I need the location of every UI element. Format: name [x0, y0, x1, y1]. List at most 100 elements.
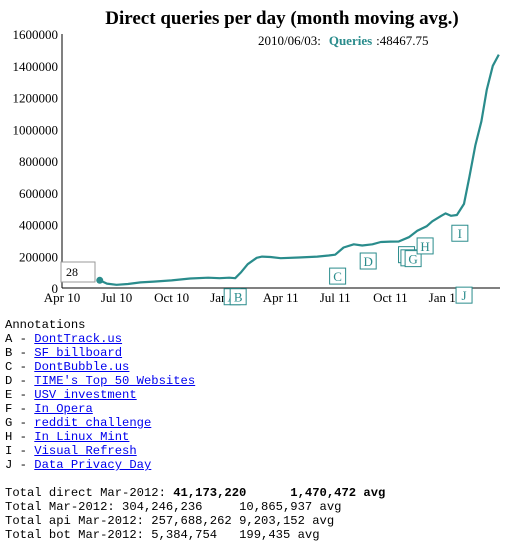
total-bot-row: Total bot Mar-2012: 5,384,754 199,435 av… [5, 528, 385, 542]
annotation-marker-j[interactable]: J [455, 286, 473, 304]
x-tick-label: Jul 11 [320, 290, 351, 305]
annotation-letter: A [5, 332, 13, 346]
annotation-marker-letter[interactable]: B [234, 290, 243, 305]
annotation-link-d[interactable]: TIME's Top 50 Websites [34, 374, 196, 388]
annotation-marker-box[interactable] [404, 250, 422, 268]
x-tick-label: Jan 12 [429, 290, 463, 305]
annotation-marker-box[interactable] [455, 286, 473, 304]
annotation-item-j: J - Data Privacy Day [5, 458, 152, 472]
annotation-letter: H [5, 430, 13, 444]
total-bot-label: Total bot Mar-2012: [5, 528, 144, 542]
annotation-link-c[interactable]: DontBubble.us [34, 360, 130, 374]
annotation-item-e: E - USV investment [5, 388, 137, 402]
readout-date: 2010/06/03: [258, 33, 321, 48]
annotation-marker-box[interactable] [359, 252, 377, 270]
annotation-letter: G [5, 416, 13, 430]
annotation-markers: ABCDEFGHIJ [223, 224, 473, 306]
y-tick-label: 400000 [19, 218, 58, 233]
annotations-list: A - DontTrack.us B - SF billboard C - Do… [5, 332, 385, 472]
annotation-item-a: A - DontTrack.us [5, 332, 123, 346]
y-tick-label: 1200000 [13, 91, 59, 106]
annotation-marker-d[interactable]: D [359, 252, 377, 270]
annotation-marker-box[interactable] [229, 288, 247, 306]
annotation-letter: E [5, 388, 13, 402]
annotation-marker-c[interactable]: C [329, 267, 347, 285]
queries-series-line [99, 54, 500, 286]
value-readout: 2010/06/03: Queries :48467.75 [258, 32, 429, 49]
annotation-marker-letter[interactable]: D [363, 254, 372, 269]
y-tick-labels: 1600000 1400000 1200000 1000000 800000 600000… [13, 27, 59, 296]
total-bot-avg: 199,435 avg [239, 528, 320, 542]
annotation-marker-box[interactable] [329, 267, 347, 285]
query-chart: Direct queries per day (month moving avg… [13, 8, 500, 306]
x-tick-label: Oct 11 [373, 290, 408, 305]
total-direct-value: 41,173,220 [173, 486, 247, 500]
annotation-link-h[interactable]: In Linux Mint [34, 430, 130, 444]
annotation-link-b[interactable]: SF billboard [34, 346, 123, 360]
annotation-link-f[interactable]: In Opera [34, 402, 93, 416]
annotation-marker-h[interactable]: H [416, 237, 434, 255]
y-tick-label: 600000 [19, 186, 58, 201]
annotation-item-d: D - TIME's Top 50 Websites [5, 374, 196, 388]
annotation-item-h: H - In Linux Mint [5, 430, 130, 444]
total-all-value: 304,246,236 [122, 500, 203, 514]
x-tick-label: Oct 10 [154, 290, 189, 305]
annotation-item-i: I - Visual Refresh [5, 444, 137, 458]
annotation-link-i[interactable]: Visual Refresh [34, 444, 137, 458]
annotation-letter: F [5, 402, 13, 416]
info-section: Annotations A - DontTrack.us B - SF bill… [5, 318, 385, 542]
annotation-item-f: F - In Opera [5, 402, 93, 416]
total-all-label: Total Mar-2012: [5, 500, 115, 514]
total-api-row: Total api Mar-2012: 257,688,262 9,203,15… [5, 514, 385, 528]
annotation-letter: J [5, 458, 13, 472]
y-tick-label: 1000000 [13, 122, 59, 137]
y-tick-label: 0 [52, 281, 59, 296]
chart-title: Direct queries per day (month moving avg… [105, 8, 458, 29]
total-api-value: 257,688,262 [151, 514, 232, 528]
annotation-link-g[interactable]: reddit challenge [34, 416, 152, 430]
readout-value: :48467.75 [376, 33, 428, 48]
annotation-marker-letter[interactable]: H [420, 239, 429, 254]
annotation-link-j[interactable]: Data Privacy Day [34, 458, 152, 472]
total-bot-value: 5,384,754 [151, 528, 218, 542]
annotation-letter: I [5, 444, 13, 458]
annotation-letter: D [5, 374, 13, 388]
highlight-point [96, 276, 104, 284]
total-all-row: Total Mar-2012: 304,246,236 10,865,937 a… [5, 500, 385, 514]
annotation-letter: B [5, 346, 13, 360]
x-tick-label: Apr 10 [44, 290, 80, 305]
annotation-item-g: G - reddit challenge [5, 416, 152, 430]
total-direct-label: Total direct Mar-2012: [5, 486, 166, 500]
total-direct-avg: 1,470,472 avg [290, 486, 386, 500]
annotations-heading: Annotations [5, 318, 86, 332]
annotation-marker-b[interactable]: B [229, 288, 247, 306]
annotation-marker-letter[interactable]: J [462, 288, 467, 303]
readout-series: Queries [329, 33, 372, 48]
annotation-letter: C [5, 360, 13, 374]
total-direct-row: Total direct Mar-2012: 41,173,220 1,470,… [5, 486, 385, 500]
annotation-link-a[interactable]: DontTrack.us [34, 332, 123, 346]
annotation-marker-box[interactable] [416, 237, 434, 255]
y-tick-label: 200000 [19, 249, 58, 264]
total-all-avg: 10,865,937 avg [239, 500, 342, 514]
annotation-marker-letter[interactable]: G [408, 252, 417, 267]
y-tick-label: 1600000 [13, 27, 59, 42]
annotation-marker-i[interactable]: I [451, 224, 469, 242]
total-api-label: Total api Mar-2012: [5, 514, 144, 528]
smoothing-period[interactable]: 28 [66, 265, 78, 279]
totals-table: Total direct Mar-2012: 41,173,220 1,470,… [5, 486, 385, 542]
smoothing-control[interactable]: 28 [60, 261, 96, 283]
smoothing-input-box[interactable] [60, 261, 96, 283]
total-api-avg: 9,203,152 avg [239, 514, 335, 528]
annotation-link-e[interactable]: USV investment [34, 388, 137, 402]
y-tick-label: 1400000 [13, 59, 59, 74]
annotation-marker-letter[interactable]: C [333, 269, 342, 284]
annotation-item-c: C - DontBubble.us [5, 360, 130, 374]
annotation-marker-box[interactable] [451, 224, 469, 242]
x-tick-label: Jul 10 [101, 290, 132, 305]
x-tick-label: Apr 11 [263, 290, 299, 305]
annotation-marker-g[interactable]: G [404, 250, 422, 268]
annotation-marker-letter[interactable]: I [458, 226, 462, 241]
annotation-item-b: B - SF billboard [5, 346, 123, 360]
